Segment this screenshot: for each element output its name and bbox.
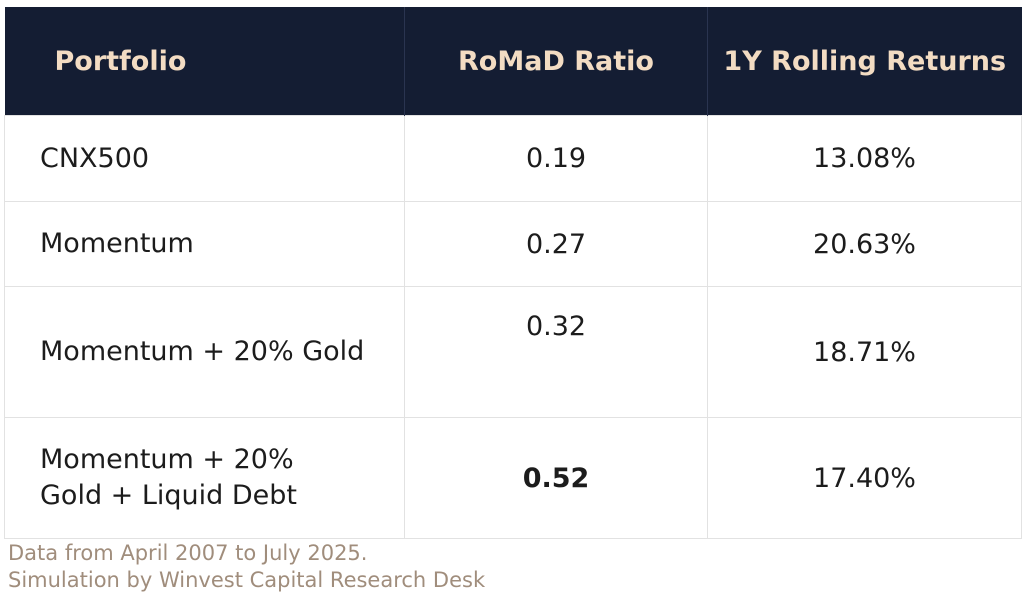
table-row: Momentum + 20% Gold + Liquid Debt 0.52 1… [4, 417, 1022, 539]
table-body: CNX500 0.19 13.08% Momentum 0.27 20.63% … [4, 115, 1022, 539]
footnote-source: Simulation by Winvest Capital Research D… [8, 568, 486, 592]
returns-cell: 18.71% [707, 286, 1022, 418]
portfolio-cell: Momentum + 20% Gold [4, 286, 405, 418]
portfolio-comparison-table: Portfolio RoMaD Ratio 1Y Rolling Returns… [4, 7, 1022, 539]
portfolio-cell: CNX500 [4, 115, 405, 202]
table-row: Momentum + 20% Gold 0.32 18.71% [4, 286, 1022, 418]
returns-cell: 13.08% [707, 115, 1022, 202]
romad-cell-highlight: 0.52 [404, 417, 708, 539]
table-row: CNX500 0.19 13.08% [4, 115, 1022, 202]
header-rolling-returns: 1Y Rolling Returns [707, 7, 1022, 116]
romad-cell: 0.32 [404, 286, 708, 418]
portfolio-cell: Momentum + 20% Gold + Liquid Debt [4, 417, 405, 539]
returns-cell: 20.63% [707, 201, 1022, 287]
returns-cell: 17.40% [707, 417, 1022, 539]
header-row: Portfolio RoMaD Ratio 1Y Rolling Returns [4, 7, 1022, 116]
header-portfolio: Portfolio [4, 7, 405, 116]
table-header: Portfolio RoMaD Ratio 1Y Rolling Returns [4, 7, 1022, 116]
footnote-data-range: Data from April 2007 to July 2025. [8, 541, 368, 565]
romad-cell: 0.19 [404, 115, 708, 202]
table-row: Momentum 0.27 20.63% [4, 201, 1022, 287]
header-romad-ratio: RoMaD Ratio [404, 7, 708, 116]
portfolio-label-line2: Gold + Liquid Debt [40, 480, 298, 511]
romad-cell: 0.27 [404, 201, 708, 287]
portfolio-cell: Momentum [4, 201, 405, 287]
portfolio-label-line1: Momentum + 20% [40, 444, 294, 475]
